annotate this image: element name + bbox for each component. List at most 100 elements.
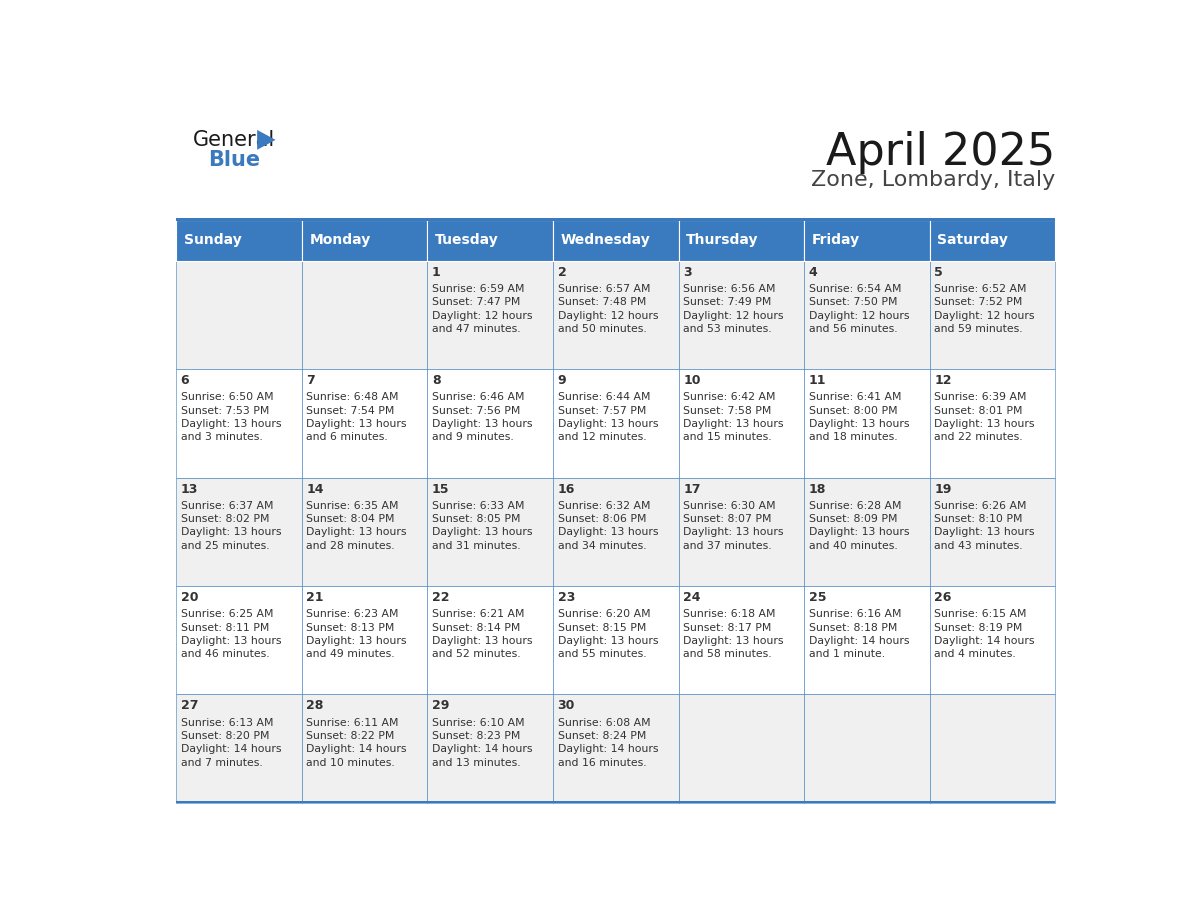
- Text: Sunrise: 6:26 AM: Sunrise: 6:26 AM: [935, 501, 1026, 511]
- Bar: [552, 477, 678, 586]
- Text: Daylight: 13 hours: Daylight: 13 hours: [181, 636, 282, 646]
- Text: Daylight: 14 hours: Daylight: 14 hours: [557, 744, 658, 755]
- Text: General: General: [192, 130, 274, 150]
- Text: and 40 minutes.: and 40 minutes.: [809, 541, 897, 551]
- Text: Wednesday: Wednesday: [561, 233, 650, 247]
- Bar: [678, 369, 804, 477]
- Text: and 34 minutes.: and 34 minutes.: [557, 541, 646, 551]
- Bar: [930, 261, 1055, 369]
- Text: Sunrise: 6:16 AM: Sunrise: 6:16 AM: [809, 610, 902, 620]
- Text: Sunset: 8:07 PM: Sunset: 8:07 PM: [683, 514, 772, 524]
- Bar: [302, 261, 428, 369]
- Text: Sunrise: 6:57 AM: Sunrise: 6:57 AM: [557, 284, 650, 294]
- Bar: [428, 694, 552, 803]
- Text: Sunrise: 6:33 AM: Sunrise: 6:33 AM: [432, 501, 524, 511]
- Text: and 1 minute.: and 1 minute.: [809, 649, 885, 659]
- Text: Sunset: 7:47 PM: Sunset: 7:47 PM: [432, 297, 520, 308]
- Text: Sunrise: 6:52 AM: Sunrise: 6:52 AM: [935, 284, 1026, 294]
- Text: Sunset: 7:54 PM: Sunset: 7:54 PM: [307, 406, 394, 416]
- Text: Sunset: 7:53 PM: Sunset: 7:53 PM: [181, 406, 270, 416]
- Text: and 16 minutes.: and 16 minutes.: [557, 757, 646, 767]
- Bar: [678, 261, 804, 369]
- Text: Sunset: 8:23 PM: Sunset: 8:23 PM: [432, 731, 520, 741]
- Text: Daylight: 13 hours: Daylight: 13 hours: [683, 528, 784, 538]
- Text: 7: 7: [307, 375, 315, 387]
- Text: Sunset: 8:05 PM: Sunset: 8:05 PM: [432, 514, 520, 524]
- Text: Sunset: 8:09 PM: Sunset: 8:09 PM: [809, 514, 897, 524]
- Text: Sunrise: 6:32 AM: Sunrise: 6:32 AM: [557, 501, 650, 511]
- Text: 16: 16: [557, 483, 575, 496]
- Bar: [428, 477, 552, 586]
- Text: Daylight: 13 hours: Daylight: 13 hours: [935, 419, 1035, 429]
- Text: 15: 15: [432, 483, 449, 496]
- Text: and 10 minutes.: and 10 minutes.: [307, 757, 396, 767]
- Text: Daylight: 13 hours: Daylight: 13 hours: [557, 419, 658, 429]
- Text: Sunrise: 6:15 AM: Sunrise: 6:15 AM: [935, 610, 1026, 620]
- Bar: [176, 261, 302, 369]
- Text: Daylight: 13 hours: Daylight: 13 hours: [683, 419, 784, 429]
- Text: Sunrise: 6:08 AM: Sunrise: 6:08 AM: [557, 718, 650, 728]
- Text: and 4 minutes.: and 4 minutes.: [935, 649, 1016, 659]
- Text: Sunrise: 6:10 AM: Sunrise: 6:10 AM: [432, 718, 525, 728]
- Text: Sunset: 7:56 PM: Sunset: 7:56 PM: [432, 406, 520, 416]
- Text: Sunset: 8:01 PM: Sunset: 8:01 PM: [935, 406, 1023, 416]
- Bar: [176, 219, 302, 261]
- Text: Daylight: 12 hours: Daylight: 12 hours: [809, 310, 909, 320]
- Bar: [804, 586, 930, 694]
- Bar: [176, 477, 302, 586]
- Text: Sunset: 8:24 PM: Sunset: 8:24 PM: [557, 731, 646, 741]
- Text: Sunrise: 6:21 AM: Sunrise: 6:21 AM: [432, 610, 524, 620]
- Bar: [302, 477, 428, 586]
- Text: Daylight: 13 hours: Daylight: 13 hours: [432, 419, 532, 429]
- Text: 2: 2: [557, 265, 567, 279]
- Bar: [804, 369, 930, 477]
- Text: 28: 28: [307, 700, 323, 712]
- Text: Daylight: 13 hours: Daylight: 13 hours: [935, 528, 1035, 538]
- Text: 29: 29: [432, 700, 449, 712]
- Text: Sunset: 7:52 PM: Sunset: 7:52 PM: [935, 297, 1023, 308]
- Bar: [678, 586, 804, 694]
- Text: Sunset: 8:22 PM: Sunset: 8:22 PM: [307, 731, 394, 741]
- Text: Sunrise: 6:39 AM: Sunrise: 6:39 AM: [935, 393, 1026, 402]
- Text: 17: 17: [683, 483, 701, 496]
- Text: Sunrise: 6:54 AM: Sunrise: 6:54 AM: [809, 284, 902, 294]
- Text: Daylight: 13 hours: Daylight: 13 hours: [307, 528, 406, 538]
- Text: Sunrise: 6:50 AM: Sunrise: 6:50 AM: [181, 393, 273, 402]
- Bar: [302, 694, 428, 803]
- Bar: [176, 694, 302, 803]
- Text: Friday: Friday: [811, 233, 860, 247]
- Bar: [176, 369, 302, 477]
- Text: and 22 minutes.: and 22 minutes.: [935, 432, 1023, 442]
- Text: Thursday: Thursday: [687, 233, 759, 247]
- Bar: [302, 219, 428, 261]
- Text: and 3 minutes.: and 3 minutes.: [181, 432, 263, 442]
- Text: Sunset: 8:15 PM: Sunset: 8:15 PM: [557, 622, 646, 633]
- Text: and 12 minutes.: and 12 minutes.: [557, 432, 646, 442]
- Text: Sunset: 8:19 PM: Sunset: 8:19 PM: [935, 622, 1023, 633]
- Text: Sunset: 8:20 PM: Sunset: 8:20 PM: [181, 731, 270, 741]
- Text: Sunrise: 6:23 AM: Sunrise: 6:23 AM: [307, 610, 399, 620]
- Text: Daylight: 13 hours: Daylight: 13 hours: [307, 636, 406, 646]
- Text: Sunrise: 6:20 AM: Sunrise: 6:20 AM: [557, 610, 650, 620]
- Text: Sunrise: 6:46 AM: Sunrise: 6:46 AM: [432, 393, 524, 402]
- Text: Daylight: 12 hours: Daylight: 12 hours: [557, 310, 658, 320]
- Text: Sunrise: 6:28 AM: Sunrise: 6:28 AM: [809, 501, 902, 511]
- Bar: [428, 369, 552, 477]
- Text: Sunset: 7:48 PM: Sunset: 7:48 PM: [557, 297, 646, 308]
- Text: 9: 9: [557, 375, 567, 387]
- Text: Daylight: 13 hours: Daylight: 13 hours: [432, 528, 532, 538]
- Text: and 47 minutes.: and 47 minutes.: [432, 324, 520, 334]
- Text: Sunrise: 6:41 AM: Sunrise: 6:41 AM: [809, 393, 902, 402]
- Text: and 46 minutes.: and 46 minutes.: [181, 649, 270, 659]
- Text: 13: 13: [181, 483, 198, 496]
- Text: Sunrise: 6:48 AM: Sunrise: 6:48 AM: [307, 393, 399, 402]
- Text: 8: 8: [432, 375, 441, 387]
- Text: 19: 19: [935, 483, 952, 496]
- Text: and 9 minutes.: and 9 minutes.: [432, 432, 513, 442]
- Bar: [176, 586, 302, 694]
- Text: and 53 minutes.: and 53 minutes.: [683, 324, 772, 334]
- Text: April 2025: April 2025: [826, 131, 1055, 174]
- Text: Daylight: 14 hours: Daylight: 14 hours: [809, 636, 909, 646]
- Text: Daylight: 14 hours: Daylight: 14 hours: [307, 744, 406, 755]
- Polygon shape: [257, 130, 276, 150]
